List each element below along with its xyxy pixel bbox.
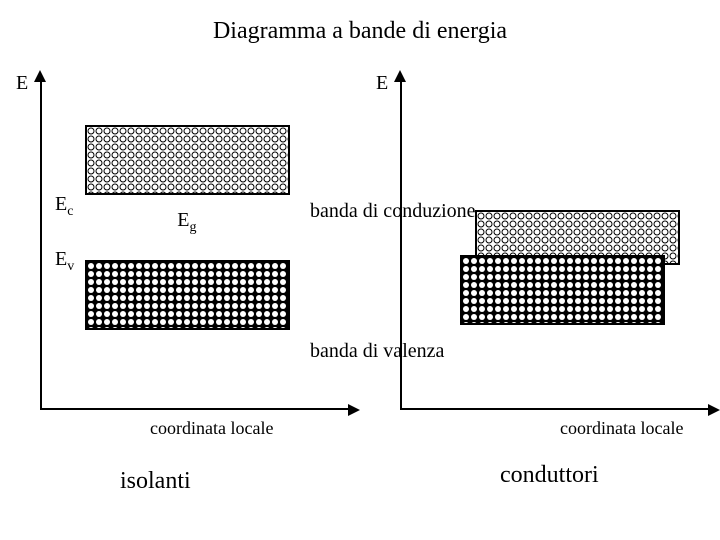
y-axis-arrow-icon <box>394 70 406 82</box>
label-Ec-sub: c <box>67 204 73 219</box>
plot-insulators: E Ec Eg Ev <box>40 80 350 410</box>
y-axis-arrow-icon <box>34 70 46 82</box>
xaxis-label-left: coordinata locale <box>150 418 273 439</box>
diagram-title: Diagramma a bande di energia <box>0 18 720 45</box>
label-conduction-band: banda di conduzione <box>310 200 476 223</box>
diagram-canvas: Diagramma a bande di energia E Ec Eg Ev … <box>0 0 720 540</box>
valence-band <box>85 260 290 330</box>
label-Ev-main: E <box>55 248 67 270</box>
label-Ec-main: E <box>55 193 67 215</box>
caption-conductors: conduttori <box>500 462 599 489</box>
caption-insulators: isolanti <box>120 468 191 495</box>
label-Eg-sub: g <box>189 220 196 235</box>
label-Ev: Ev <box>55 248 74 275</box>
plot-conductors: E <box>400 80 710 410</box>
x-axis <box>400 408 710 410</box>
label-Ev-sub: v <box>67 259 74 274</box>
label-valence-band: banda di valenza <box>310 340 444 363</box>
xaxis-label-right: coordinata locale <box>560 418 683 439</box>
label-Ec: Ec <box>55 193 73 220</box>
x-axis-arrow-icon <box>348 404 360 416</box>
axis-label-E: E <box>16 72 28 95</box>
axis-label-E: E <box>376 72 388 95</box>
conduction-band <box>85 125 290 195</box>
x-axis <box>40 408 350 410</box>
label-Eg-main: E <box>177 209 189 231</box>
y-axis <box>40 80 42 410</box>
label-Eg: Eg <box>177 209 196 236</box>
x-axis-arrow-icon <box>708 404 720 416</box>
valence-band <box>460 255 665 325</box>
